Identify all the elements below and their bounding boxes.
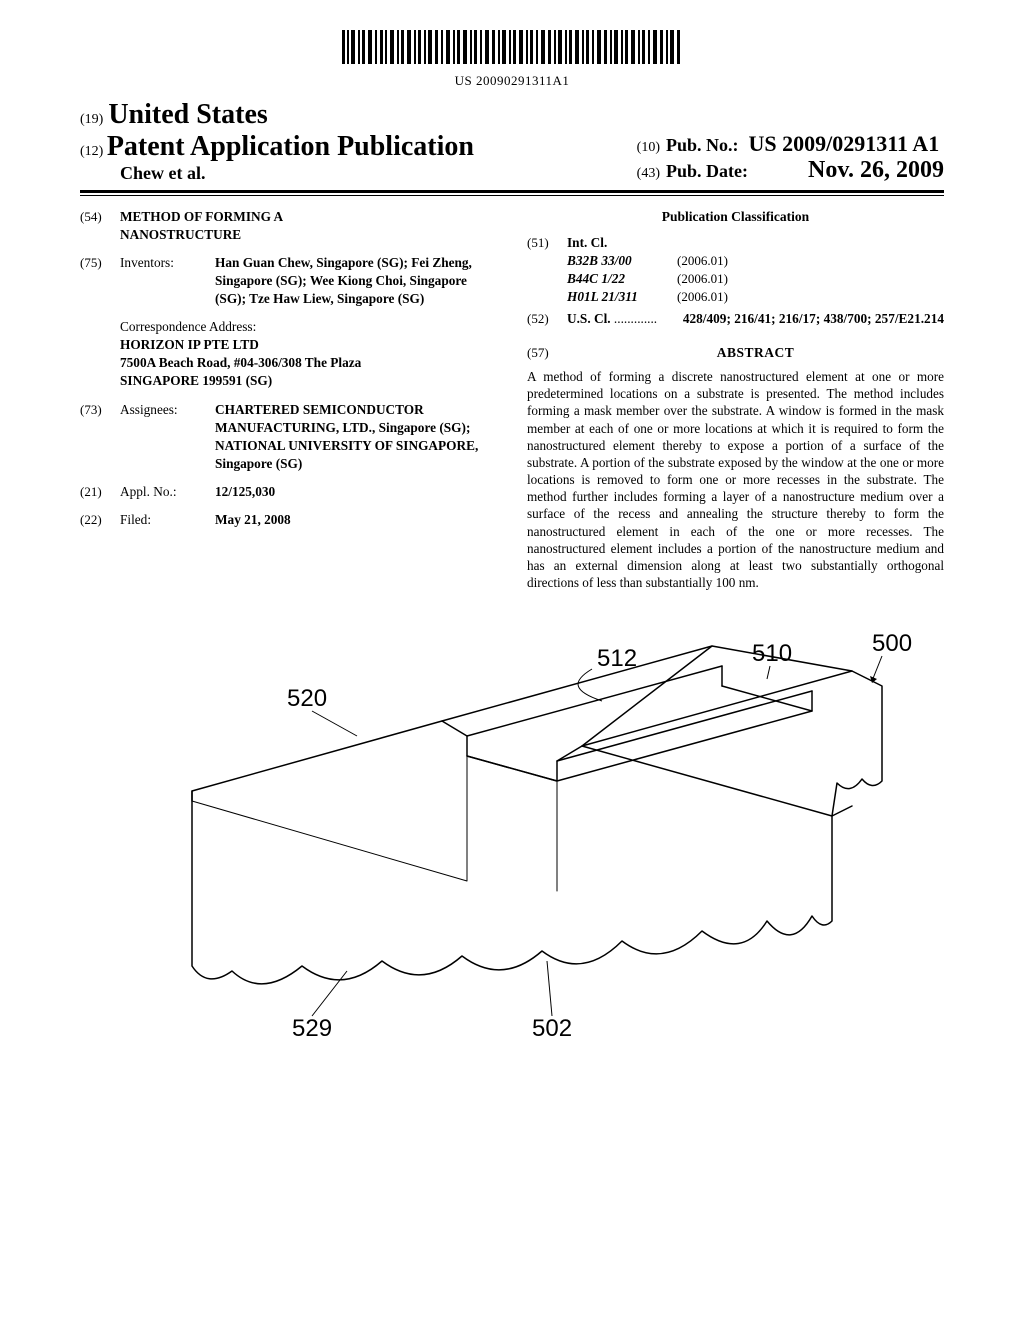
code-19: (19) (80, 112, 103, 127)
appl-no-value: 12/125,030 (215, 484, 275, 499)
assignees-text: CHARTERED SEMICONDUCTOR MANUFACTURING, L… (215, 402, 478, 471)
filed-label: Filed: (120, 511, 215, 529)
abstract-body: A method of forming a discrete nanostruc… (527, 368, 944, 591)
pub-class-title: Publication Classification (527, 208, 944, 226)
corr-label: Correspondence Address: (120, 319, 256, 334)
code-10: (10) (637, 140, 660, 156)
inventors-text: Han Guan Chew, Singapore (SG); Fei Zheng… (215, 255, 472, 306)
corr-line3: SINGAPORE 199591 (SG) (120, 373, 272, 388)
code-12: (12) (80, 144, 103, 159)
filed-value: May 21, 2008 (215, 512, 291, 527)
pub-date-label: Pub. Date: (666, 161, 748, 182)
intcl-label: Int. Cl. (567, 235, 607, 250)
intcl-code-1: B44C 1/22 (567, 270, 677, 288)
appl-no-label: Appl. No.: (120, 483, 215, 501)
code-73: (73) (80, 401, 120, 473)
right-column: Publication Classification (51) Int. Cl.… (527, 208, 944, 591)
title-line1: METHOD OF FORMING A (120, 209, 283, 224)
pub-no-value: US 2009/0291311 A1 (749, 131, 940, 157)
label-529: 529 (292, 1015, 332, 1042)
correspondence-address: Correspondence Address: HORIZON IP PTE L… (120, 318, 497, 390)
code-21: (21) (80, 483, 120, 501)
left-column: (54) METHOD OF FORMING A NANOSTRUCTURE (… (80, 208, 497, 591)
corr-line1: HORIZON IP PTE LTD (120, 337, 259, 352)
code-22: (22) (80, 511, 120, 529)
country-name: United States (108, 99, 267, 130)
uscl-label: U.S. Cl. (567, 311, 611, 326)
inventors-label: Inventors: (120, 254, 215, 308)
label-520: 520 (287, 685, 327, 712)
uscl-value: 428/409; 216/41; 216/17; 438/700; 257/E2… (683, 311, 944, 326)
rule-thin (80, 195, 944, 196)
figure-area: 500 510 512 520 529 502 (80, 621, 944, 1066)
barcode-area: US 20090291311A1 (80, 30, 944, 89)
intcl-code-2: H01L 21/311 (567, 288, 677, 306)
intcl-year-2: (2006.01) (677, 288, 728, 306)
code-54: (54) (80, 208, 120, 244)
uscl-dots: ............. (611, 311, 658, 326)
code-43: (43) (637, 166, 660, 182)
patent-figure: 500 510 512 520 529 502 (102, 621, 922, 1061)
code-51: (51) (527, 234, 567, 252)
pub-no-label: Pub. No.: (666, 135, 739, 156)
label-510: 510 (752, 640, 792, 667)
country-line: (19) United States (80, 99, 944, 131)
title-line2: NANOSTRUCTURE (120, 227, 241, 242)
abstract-title: ABSTRACT (567, 344, 944, 362)
pub-date-value: Nov. 26, 2009 (808, 157, 944, 184)
publication-type: Patent Application Publication (107, 131, 474, 162)
intcl-year-1: (2006.01) (677, 270, 728, 288)
label-512: 512 (597, 645, 637, 672)
inventors-value: Han Guan Chew, Singapore (SG); Fei Zheng… (215, 254, 497, 308)
corr-line2: 7500A Beach Road, #04-306/308 The Plaza (120, 355, 361, 370)
code-52: (52) (527, 310, 567, 328)
invention-title: METHOD OF FORMING A NANOSTRUCTURE (120, 208, 497, 244)
label-502: 502 (532, 1015, 572, 1042)
code-57: (57) (527, 344, 567, 362)
barcode-text: US 20090291311A1 (80, 73, 944, 89)
assignees-value: CHARTERED SEMICONDUCTOR MANUFACTURING, L… (215, 401, 497, 473)
label-500: 500 (872, 630, 912, 657)
rule-thick (80, 190, 944, 193)
barcode-graphic (342, 30, 682, 69)
assignees-label: Assignees: (120, 401, 215, 473)
intcl-code-0: B32B 33/00 (567, 252, 677, 270)
intcl-year-0: (2006.01) (677, 252, 728, 270)
authors: Chew et al. (120, 163, 474, 184)
code-75: (75) (80, 254, 120, 308)
